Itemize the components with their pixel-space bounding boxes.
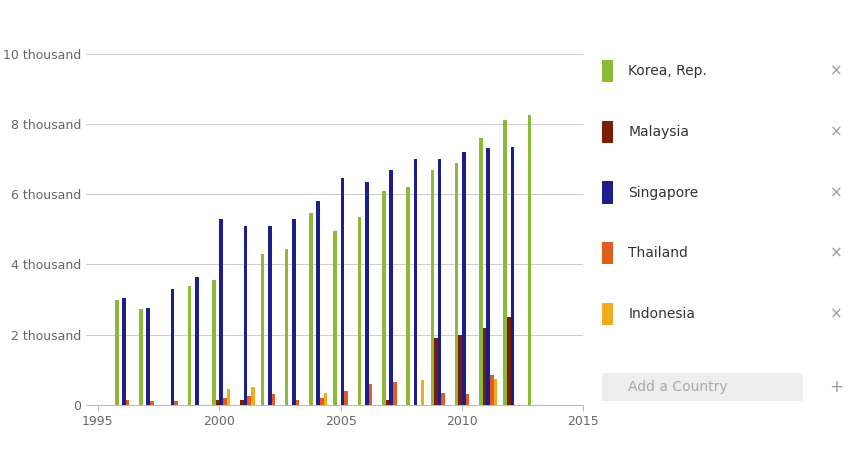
Bar [466,395,469,405]
Bar [341,178,344,405]
Bar [268,226,271,405]
Bar [434,338,438,405]
Bar [438,159,441,405]
Bar [390,170,393,405]
Bar [174,401,178,405]
Bar [139,310,142,405]
Text: Korea, Rep.: Korea, Rep. [628,64,707,78]
Bar [490,375,493,405]
Bar [323,393,328,405]
Bar [455,162,458,405]
Bar [483,328,486,405]
Bar [317,201,320,405]
Bar [358,217,361,405]
Bar [507,317,511,405]
Text: ×: × [831,63,843,79]
Bar [147,308,150,405]
Bar [334,231,337,405]
Bar [171,289,174,405]
Bar [602,60,613,82]
Bar [528,115,531,405]
Bar [223,398,227,405]
Text: Indonesia: Indonesia [628,307,695,321]
Bar [195,277,199,405]
Bar [365,182,369,405]
Text: Malaysia: Malaysia [628,125,689,139]
Bar [406,187,410,405]
Text: ×: × [831,124,843,140]
Bar [188,285,191,405]
Bar [126,400,130,405]
Text: ×: × [831,246,843,261]
Bar [309,213,313,405]
Bar [247,396,251,405]
Bar [441,393,445,405]
Bar [244,226,247,405]
Text: ×: × [831,306,843,322]
Text: Add a Country: Add a Country [628,380,728,394]
Bar [414,159,417,405]
Bar [431,170,434,405]
Text: +: + [830,378,843,396]
Bar [344,391,348,405]
Bar [296,400,299,405]
Bar [271,395,275,405]
Bar [285,248,288,405]
Bar [220,219,223,405]
Bar [602,181,613,204]
Bar [150,401,154,405]
Bar [261,254,264,405]
Bar [602,303,613,325]
Bar [602,121,613,143]
Bar [420,380,425,405]
Text: ×: × [831,185,843,200]
Bar [504,120,507,405]
Bar [479,138,483,405]
Bar [385,400,390,405]
Bar [602,242,613,265]
Bar [458,335,462,405]
Bar [393,382,396,405]
Bar [511,147,514,405]
Bar [320,398,323,405]
Bar [115,300,118,405]
Bar [215,400,220,405]
Bar [251,387,255,405]
Bar [227,389,230,405]
Text: Singapore: Singapore [628,185,698,200]
Bar [486,148,490,405]
Bar [493,378,498,405]
Bar [212,280,215,405]
FancyBboxPatch shape [602,373,803,401]
Bar [462,152,466,405]
Bar [382,191,385,405]
Bar [292,219,296,405]
Bar [240,400,244,405]
Text: Thailand: Thailand [628,246,688,261]
Bar [369,384,372,405]
Bar [122,298,126,405]
